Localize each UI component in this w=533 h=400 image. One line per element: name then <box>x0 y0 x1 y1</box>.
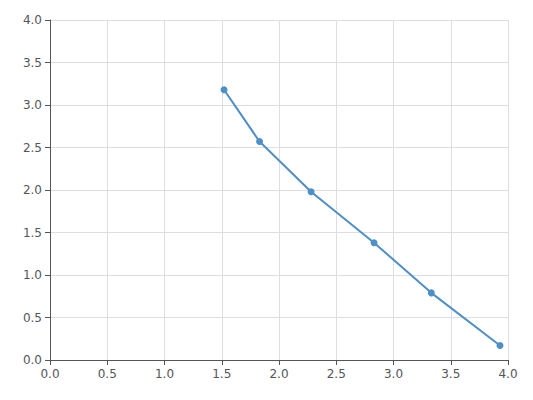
svg-text:0.5: 0.5 <box>23 311 42 325</box>
svg-text:0.0: 0.0 <box>40 367 59 381</box>
svg-text:3.5: 3.5 <box>23 56 42 70</box>
svg-text:1.5: 1.5 <box>212 367 231 381</box>
svg-text:2.5: 2.5 <box>327 367 346 381</box>
svg-text:1.5: 1.5 <box>23 226 42 240</box>
svg-text:1.0: 1.0 <box>155 367 174 381</box>
svg-text:3.5: 3.5 <box>441 367 460 381</box>
svg-text:0.0: 0.0 <box>23 353 42 367</box>
svg-text:0.5: 0.5 <box>98 367 117 381</box>
svg-text:2.5: 2.5 <box>23 141 42 155</box>
svg-text:2.0: 2.0 <box>23 183 42 197</box>
svg-text:3.0: 3.0 <box>23 98 42 112</box>
svg-text:3.0: 3.0 <box>384 367 403 381</box>
svg-text:2.0: 2.0 <box>269 367 288 381</box>
svg-text:4.0: 4.0 <box>498 367 517 381</box>
svg-text:1.0: 1.0 <box>23 268 42 282</box>
svg-text:4.0: 4.0 <box>23 13 42 27</box>
